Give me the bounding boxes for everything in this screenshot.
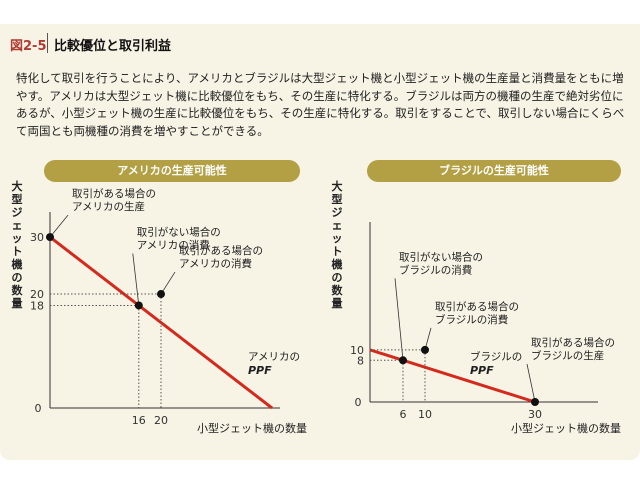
br-point [421, 345, 429, 354]
br-point [399, 356, 407, 365]
br-xlabel: 小型ジェット機の数量 [511, 421, 621, 435]
figure-header [0, 24, 640, 62]
us-point [157, 290, 165, 299]
us-point-label-line2: アメリカの消費 [179, 257, 252, 270]
us-point-label-line1: 取引がある場合の [179, 244, 263, 257]
br-ylabel-char: の [332, 271, 343, 284]
br-point-label-line2: ブラジルの生産 [531, 349, 604, 362]
us-point-label-line2: アメリカの生産 [72, 200, 145, 213]
br-x-tick-label: 6 [400, 408, 407, 421]
br-callout-leader [526, 363, 536, 403]
br-callout-leader [394, 278, 404, 361]
us-point [46, 233, 54, 242]
br-x-tick-label: 30 [528, 408, 542, 421]
us-callout-leader [49, 214, 69, 238]
chart-title-us: アメリカの生産可能性 [44, 160, 300, 182]
us-x-tick-label: 20 [154, 414, 168, 427]
us-ylabel-char: ェ [12, 219, 23, 232]
figure-description: 特化して取引を行うことにより、アメリカとブラジルは大型ジェット機と小型ジェット機… [16, 71, 625, 138]
br-ylabel-char: 大 [332, 179, 343, 193]
figure-number: 図2-5 [10, 39, 47, 54]
br-ylabel-char: ジ [332, 206, 343, 219]
us-ylabel-char: 大 [12, 179, 23, 193]
us-y-tick-label: 30 [30, 231, 44, 244]
br-point-label-line1: 取引がない場合の [399, 250, 483, 263]
us-ylabel-char: 型 [12, 192, 23, 206]
us-ylabel-char: ジ [12, 206, 23, 219]
us-point-label-line1: 取引がない場合の [137, 225, 221, 238]
br-point [531, 398, 539, 406]
us-ylabel-char: 量 [12, 297, 23, 310]
us-ylabel-char: ッ [12, 232, 23, 245]
br-ppf-label-line1: ブラジルの [470, 350, 522, 363]
us-ylabel-char: の [12, 271, 23, 284]
br-ylabel-char: ッ [332, 232, 343, 245]
br-ylabel-char: 機 [332, 257, 343, 271]
us-x-tick-label: 16 [132, 414, 146, 427]
us-ylabel-char: 数 [12, 283, 24, 297]
br-point-label-line1: 取引がある場合の [435, 300, 519, 313]
br-point-label-line1: 取引がある場合の [531, 336, 615, 349]
br-y-tick-label: 10 [350, 344, 364, 357]
us-callout-leader [160, 271, 176, 295]
us-ppf-label-line1: アメリカの [248, 351, 300, 363]
us-origin-label: 0 [35, 402, 42, 415]
figure-title: 比較優位と取引利益 [54, 39, 172, 54]
us-point [134, 301, 143, 310]
us-ppf-label-line2: PPF [248, 364, 272, 377]
us-callout-leader [132, 253, 140, 306]
br-point-label-line2: ブラジルの消費 [399, 263, 472, 276]
figure-panel [0, 24, 640, 460]
br-point-label-line2: ブラジルの消費 [435, 313, 508, 326]
us-y-tick-label: 20 [30, 288, 44, 301]
br-x-tick-label: 10 [418, 408, 432, 421]
br-ppf-label-line2: PPF [470, 364, 494, 377]
figure-title-divider [47, 33, 48, 53]
br-ylabel-char: ェ [332, 219, 343, 232]
br-ylabel-char: 量 [332, 297, 343, 310]
br-ylabel-char: 型 [332, 192, 343, 206]
br-ylabel-char: ト [332, 245, 343, 258]
us-point-label-line1: 取引がある場合の [72, 187, 156, 200]
us-ylabel-char: 機 [12, 257, 23, 271]
us-xlabel: 小型ジェット機の数量 [197, 421, 307, 435]
chart-title-brazil: ブラジルの生産可能性 [367, 160, 621, 182]
br-ppf-line [369, 348, 536, 404]
us-ylabel-char: ト [12, 245, 23, 258]
us-point-label-line2: アメリカの消費 [137, 238, 210, 251]
br-origin-label: 0 [355, 396, 362, 409]
br-ylabel-char: 数 [332, 283, 344, 297]
us-y-tick-label: 18 [30, 299, 44, 312]
br-y-tick-label: 8 [357, 354, 364, 367]
